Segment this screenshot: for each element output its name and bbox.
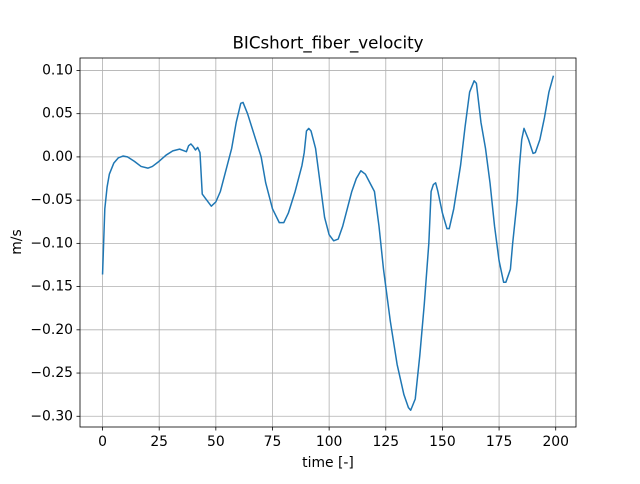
y-tick-label: −0.30 [30,408,73,424]
x-tick-label: 25 [150,434,168,450]
y-tick-label: 0.00 [42,149,73,165]
x-tick-label: 200 [542,434,569,450]
y-tick-label: 0.05 [42,106,73,122]
y-tick-label: 0.10 [42,62,73,78]
x-tick-label: 125 [373,434,400,450]
y-tick-label: −0.25 [30,365,73,381]
data-line [101,75,555,411]
x-tick-label: 0 [98,434,107,450]
y-axis-label: m/s [9,229,25,254]
x-tick-label: 175 [486,434,513,450]
y-tick-label: −0.10 [30,235,73,251]
y-tick-label: −0.20 [30,322,73,338]
chart-title: BICshort_fiber_velocity [232,33,423,54]
x-tick-label: 75 [264,434,282,450]
x-tick-label: 50 [207,434,225,450]
y-tick-label: −0.05 [30,192,73,208]
axes-frame [79,57,577,428]
y-tick-label: −0.15 [30,279,73,295]
x-tick-label: 100 [316,434,343,450]
x-tick-label: 150 [429,434,456,450]
x-axis-label: time [-] [302,455,354,471]
